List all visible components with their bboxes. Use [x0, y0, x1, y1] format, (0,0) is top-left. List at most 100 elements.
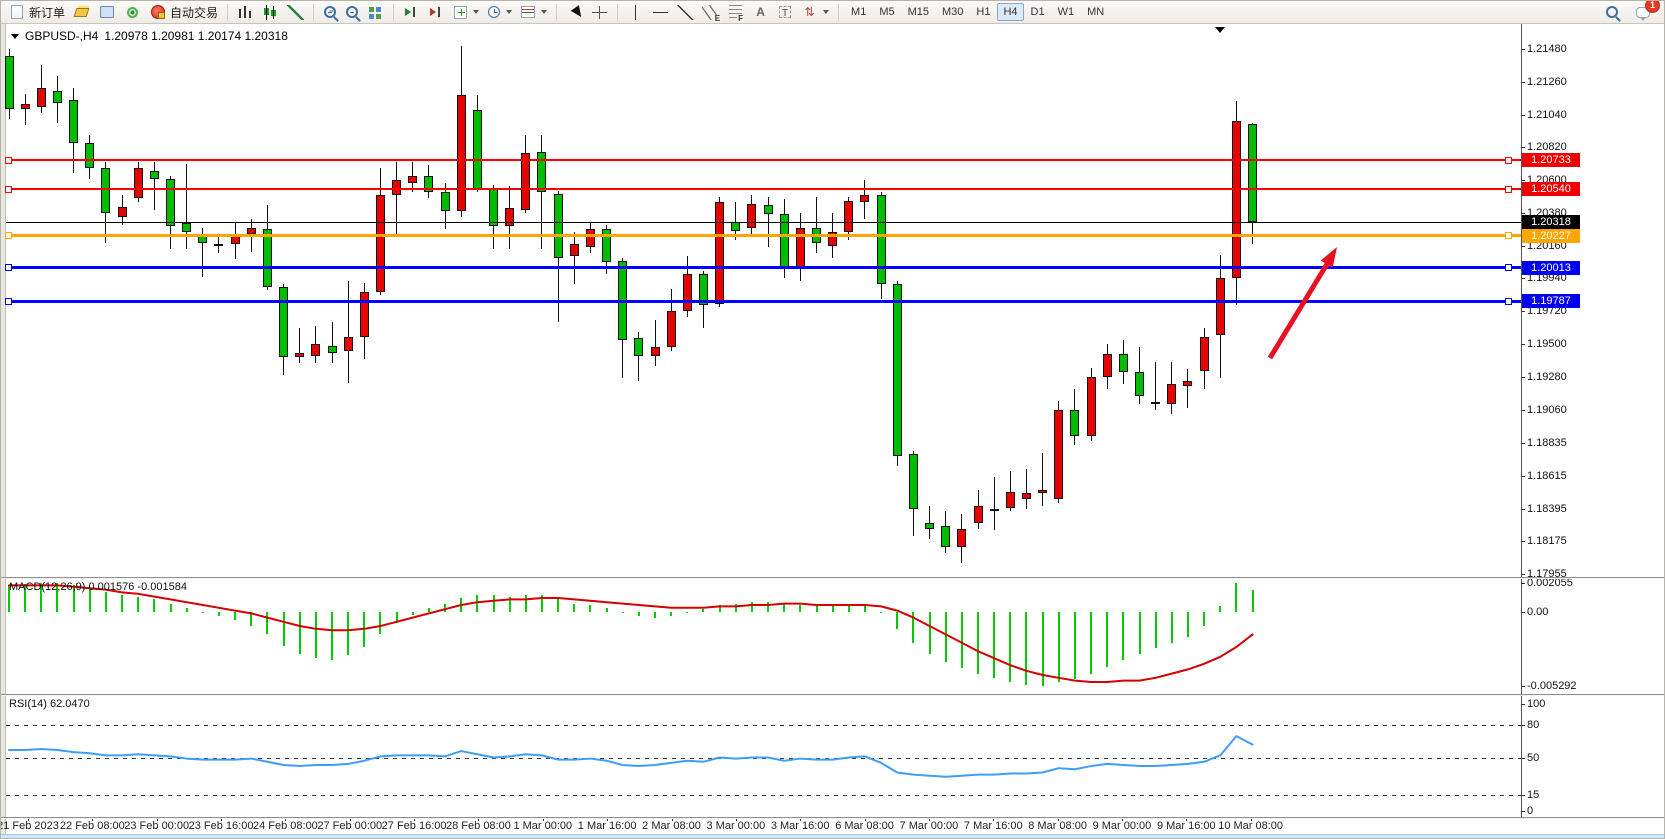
line-chart-button[interactable]	[284, 3, 307, 22]
fibonacci-button[interactable]: F	[724, 3, 747, 23]
macd-histogram-bar	[217, 612, 220, 617]
macd-histogram-bar	[1057, 612, 1060, 682]
line-handle[interactable]	[1505, 185, 1512, 193]
timeframe-button-M5[interactable]: M5	[879, 6, 895, 18]
bar-chart-button[interactable]	[234, 3, 257, 22]
signals-button[interactable]	[121, 3, 144, 22]
templates-button[interactable]	[517, 3, 550, 22]
timeframe-button-M30[interactable]: M30	[942, 6, 964, 18]
line-handle[interactable]	[5, 264, 12, 272]
panel-separator[interactable]	[1, 817, 1664, 818]
new-order-button[interactable]: 新订单	[5, 3, 68, 22]
candle-body	[4, 56, 14, 109]
line-chart-icon	[287, 4, 305, 20]
time-axis-tick	[607, 818, 609, 821]
horizontal-line[interactable]	[6, 234, 1521, 238]
new-chart-button[interactable]	[450, 3, 482, 22]
candle-body	[505, 208, 515, 227]
horizontal-line[interactable]	[6, 266, 1521, 270]
rsi-axis-tick	[1521, 794, 1525, 796]
candle-wick	[1187, 369, 1189, 409]
timeframe-button-H4[interactable]: H4	[997, 3, 1024, 21]
macd-histogram-bar	[1170, 612, 1173, 643]
equidistant-channel-button[interactable]: E	[699, 3, 722, 23]
candle-body	[634, 338, 644, 356]
window-left-border	[1, 24, 6, 834]
macd-histogram-bar	[185, 607, 188, 612]
timeframe-button-M15[interactable]: M15	[907, 6, 929, 18]
line-handle[interactable]	[1505, 156, 1512, 164]
line-handle[interactable]	[5, 156, 12, 164]
horizontal-line[interactable]	[6, 221, 1521, 223]
macd-histogram-bar	[993, 612, 996, 678]
channel-icon: E	[702, 4, 722, 23]
macd-histogram-bar	[654, 612, 656, 618]
annotation-arrow-head[interactable]	[1320, 247, 1337, 268]
timeframe-button-W1[interactable]: W1	[1057, 6, 1075, 18]
shapes-button[interactable]: ⇅	[798, 3, 832, 22]
macd-histogram-bar	[1219, 606, 1222, 612]
annotation-arrow[interactable]	[1267, 262, 1330, 360]
time-axis-label: 3 Mar 16:00	[770, 820, 830, 832]
panel-separator[interactable]	[1, 577, 1664, 578]
crosshair-button[interactable]	[588, 3, 611, 22]
tile-windows-icon	[367, 4, 385, 20]
zoom-in-button[interactable]	[320, 3, 340, 22]
vertical-line-button[interactable]	[624, 3, 647, 22]
price-tag: 1.20227	[1522, 228, 1580, 243]
trendline-button[interactable]	[674, 3, 697, 22]
periods-button[interactable]	[484, 3, 515, 22]
text-label-button[interactable]: T	[774, 3, 796, 22]
auto-scroll-button[interactable]	[425, 3, 448, 22]
line-handle[interactable]	[1505, 264, 1512, 272]
line-handle[interactable]	[5, 185, 12, 193]
macd-histogram-bar	[379, 612, 382, 635]
timeframe-button-M1[interactable]: M1	[851, 6, 867, 18]
candle-wick	[186, 163, 188, 249]
horizontal-line[interactable]	[6, 188, 1521, 191]
candle-body	[166, 178, 175, 227]
tile-windows-button[interactable]	[364, 3, 387, 22]
line-handle[interactable]	[5, 232, 12, 240]
macd-histogram-bar	[1203, 612, 1206, 626]
chart-shift-icon	[403, 5, 420, 20]
toolbar-separator	[313, 3, 315, 21]
timeframe-button-D1[interactable]: D1	[1030, 6, 1045, 18]
candle-body	[602, 229, 612, 263]
timeframe-button-MN[interactable]: MN	[1087, 6, 1105, 18]
terminal-button[interactable]	[95, 3, 119, 22]
timeframe-button-H1[interactable]: H1	[976, 6, 991, 18]
chart-shift-marker[interactable]	[1215, 27, 1225, 33]
horizontal-line-button[interactable]	[649, 3, 672, 22]
macd-histogram-bar	[1154, 612, 1157, 649]
auto-trading-button[interactable]: 自动交易	[146, 3, 221, 22]
chart-shift-button[interactable]	[400, 3, 423, 22]
price-axis-tick	[1521, 81, 1525, 83]
panel-separator[interactable]	[1, 694, 1664, 695]
candle-body	[85, 142, 95, 169]
horizontal-line[interactable]	[6, 159, 1521, 162]
horizontal-line[interactable]	[6, 299, 1521, 303]
line-handle[interactable]	[1505, 297, 1512, 305]
time-axis-label: 28 Feb 08:00	[446, 820, 511, 832]
line-handle[interactable]	[1505, 232, 1512, 240]
rsi-label: RSI(14) 62.0470	[9, 698, 90, 710]
chart-menu-triangle-icon[interactable]	[11, 33, 19, 39]
macd-histogram-bar	[524, 595, 527, 612]
macd-axis-tick	[1521, 612, 1525, 613]
price-axis-label: 1.18835	[1527, 437, 1567, 450]
candlestick-chart-button[interactable]	[259, 3, 282, 22]
search-button[interactable]	[1602, 3, 1622, 22]
macd-histogram-bar	[847, 605, 850, 612]
rsi-axis-label: 0	[1527, 805, 1534, 817]
time-axis-label: 7 Mar 00:00	[899, 820, 959, 832]
rsi-axis-tick	[1521, 725, 1525, 727]
price-axis-label: 1.21480	[1527, 43, 1567, 55]
macd-histogram-bar	[589, 605, 592, 612]
notifications-button[interactable]: 1	[1632, 1, 1660, 22]
text-button[interactable]: A	[749, 3, 772, 22]
line-handle[interactable]	[5, 297, 12, 305]
candle-body	[682, 273, 692, 312]
symbol-ohlc: 1.20978 1.20981 1.20174 1.20318	[104, 29, 288, 43]
zoom-out-button[interactable]	[342, 3, 362, 22]
